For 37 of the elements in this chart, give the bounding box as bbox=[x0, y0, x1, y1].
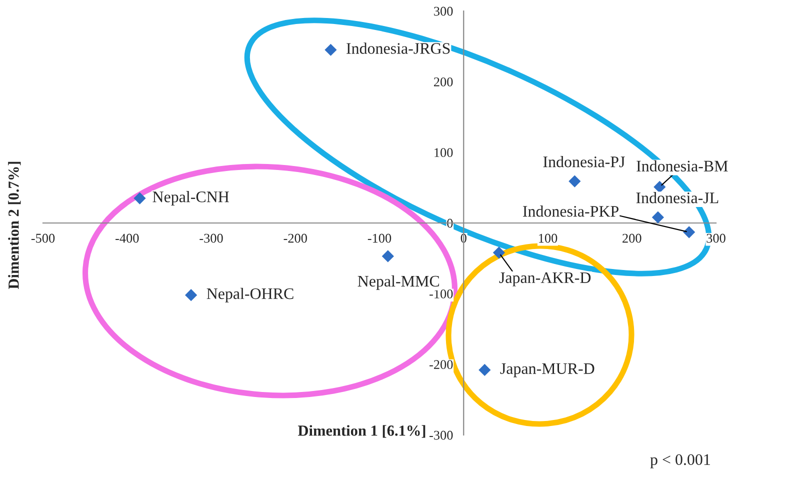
x-tick-label: -200 bbox=[284, 234, 307, 243]
annotation: Japan-MUR-D bbox=[500, 363, 594, 378]
x-tick-label: -500 bbox=[31, 234, 55, 243]
text: p < 0.001 bbox=[650, 454, 710, 468]
point bbox=[652, 211, 664, 224]
annotation: Nepal-CNH bbox=[152, 191, 229, 206]
point bbox=[382, 250, 394, 262]
point bbox=[478, 364, 491, 376]
x-tick-label: 300 bbox=[706, 234, 726, 243]
x-tick-label: -400 bbox=[116, 234, 139, 243]
y-tick-label: -300 bbox=[430, 430, 453, 440]
y-tick-label: -200 bbox=[430, 360, 453, 370]
point bbox=[568, 175, 581, 188]
x-tick-label: 100 bbox=[539, 234, 558, 243]
annotation: Indonesia-BM bbox=[636, 160, 728, 172]
annotation: Indonesia-JL bbox=[636, 192, 718, 204]
point bbox=[492, 246, 506, 259]
annotation: Indonesia-PKP bbox=[522, 206, 618, 217]
point bbox=[683, 226, 696, 238]
y-axis-title: Dimention 2 [0.7%] bbox=[8, 162, 21, 290]
y-tick-label: 200 bbox=[434, 77, 453, 86]
point bbox=[134, 192, 146, 204]
annotation: Japan-AKR-D bbox=[499, 272, 591, 286]
x-tick-label: 200 bbox=[622, 234, 642, 243]
annotation: Indonesia-JRGS bbox=[346, 42, 450, 54]
x-tick-label: -300 bbox=[200, 234, 223, 243]
x-tick-label: 0 bbox=[460, 234, 466, 243]
annotation: Indonesia-PJ bbox=[543, 156, 625, 168]
x-axis-title: Dimention 1 [6.1%] bbox=[298, 425, 426, 438]
y-tick-label: -100 bbox=[430, 289, 453, 298]
annotation: Nepal-MMC bbox=[358, 275, 439, 290]
x-tick-label: -100 bbox=[368, 234, 392, 243]
point bbox=[185, 289, 198, 302]
y-tick-label: 100 bbox=[434, 148, 453, 158]
point bbox=[324, 44, 337, 56]
annotation: Nepal-OHRC bbox=[206, 288, 294, 302]
y-tick-label: 300 bbox=[434, 6, 453, 16]
